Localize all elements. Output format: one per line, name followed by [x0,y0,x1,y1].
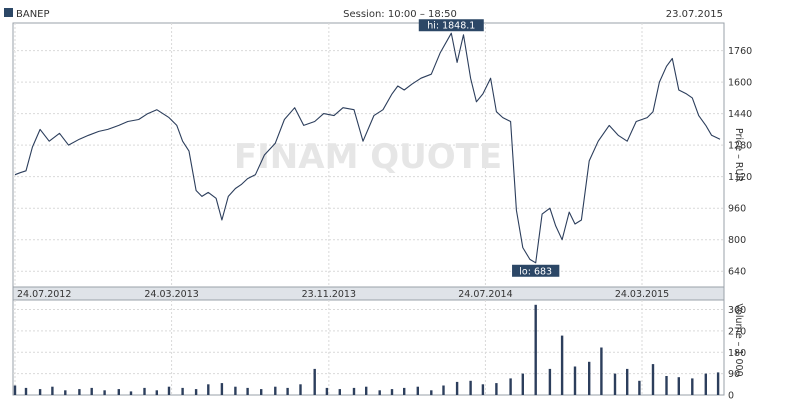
volume-bar [143,387,146,395]
volume-bar [352,387,356,395]
hi-label-box [418,19,484,32]
volume-bar [495,383,498,395]
volume-bar [560,335,564,395]
volume-bar [274,386,277,395]
volume-bar [509,378,512,395]
price-series [14,32,721,264]
volume-bar [181,387,184,395]
volume-bar [90,387,93,395]
volume-bar [430,390,433,396]
volume-bar [220,383,224,395]
volume-bar [338,389,341,395]
price-tick-label: 960 [728,204,746,215]
volume-bar [325,387,329,395]
volume-bar [234,386,237,395]
volume-bar [13,385,17,395]
volume-bar [365,386,368,395]
ticker-label: BANEP [16,9,50,20]
price-tick-label: 1440 [728,109,752,120]
volume-bar [416,386,419,395]
volume-bar [129,391,133,395]
volume-bar [117,389,120,395]
volume-bar [103,390,106,396]
volume-panel [12,299,725,396]
volume-bar [207,384,210,395]
volume-bar [638,380,641,396]
date-label: 23.07.2015 [666,9,723,20]
volume-bars [13,304,720,396]
volume-grid [13,300,724,395]
volume-bar [260,389,263,395]
watermark: FINAM QUOTE [234,137,502,177]
volume-tick-label: 90 [728,369,740,380]
volume-bar [24,387,28,395]
volume-bar [534,304,537,396]
price-tick-label: 1600 [728,78,752,89]
ticker-swatch [4,8,13,17]
annotations: hi: 1848.1 lo: 683 [418,19,560,277]
volume-bar [573,366,577,395]
volume-bar [481,384,485,395]
volume-bar [613,373,617,395]
price-axis-title: Price – RUR [733,128,744,183]
price-tick-label: 800 [728,235,746,246]
volume-bar [38,389,42,395]
volume-bar [442,385,445,395]
volume-bar [246,387,249,395]
volume-bar [651,364,655,395]
volume-tick-label: 180 [728,348,746,359]
volume-bar [64,390,67,396]
volume-bar [155,390,158,396]
price-y-axis: 640 800 960 1120 1280 1440 1600 1760 [728,46,752,278]
volume-bar [78,389,81,395]
volume-bar [704,373,707,395]
volume-axis-title: Volume – 1 000 [733,303,744,376]
volume-bar [600,347,603,395]
date-axis-labels: 24.07.2012 24.03.2013 23.11.2013 24.07.2014… [17,289,669,300]
volume-bar [677,377,680,395]
date-tick-label: 24.07.2012 [17,289,71,300]
volume-bar [691,378,694,395]
price-tick-label: 640 [728,267,746,278]
price-tick-label: 1760 [728,46,752,57]
lo-label-text: lo: 683 [519,266,552,277]
volume-bar [403,387,406,395]
volume-bar [469,380,472,396]
price-tick-label: 1120 [728,172,752,183]
volume-bar [286,387,289,395]
price-line [14,32,721,264]
price-panel [12,22,725,288]
volume-bar [378,390,381,396]
volume-bar [299,384,302,395]
volume-tick-label: 270 [728,326,746,337]
date-tick-label: 24.03.2015 [615,289,669,300]
date-tick-label: 23.11.2013 [302,289,356,300]
volume-bar [716,372,720,395]
volume-y-axis: 0 90 180 270 360 [728,305,746,402]
volume-bar [51,386,54,395]
volume-tick-label: 0 [728,391,734,402]
date-tick-label: 24.07.2014 [458,289,512,300]
date-tick-label: 24.03.2013 [144,289,198,300]
volume-bar [313,368,316,395]
lo-label-box [512,264,560,277]
volume-bar [521,373,524,395]
volume-bar [548,368,552,395]
volume-bar [390,389,394,395]
price-tick-label: 1280 [728,141,752,152]
session-label: Session: 10:00 – 18:50 [343,9,457,20]
hi-label-text: hi: 1848.1 [427,21,475,32]
volume-tick-label: 360 [728,305,746,316]
volume-bar [665,376,668,395]
volume-bar [626,368,629,395]
price-grid [13,23,724,287]
volume-bar [455,381,459,395]
volume-bar [167,386,171,395]
volume-bar [194,389,198,395]
volume-bar [588,361,591,396]
